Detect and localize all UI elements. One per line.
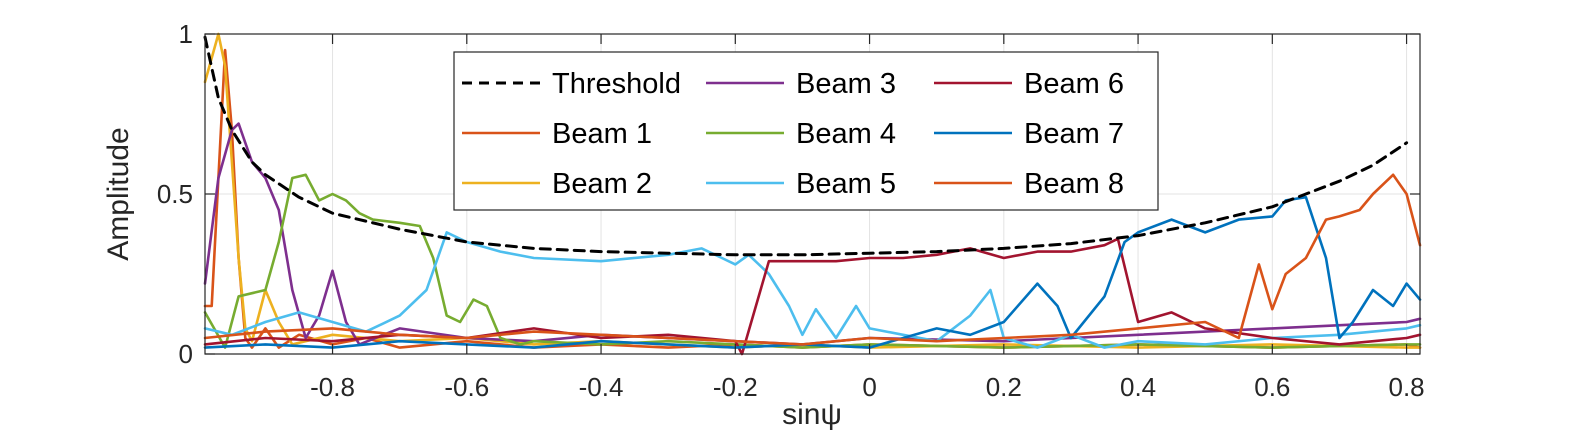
legend-label: Beam 3 bbox=[796, 68, 896, 100]
series-line-beam-8 bbox=[203, 173, 1422, 346]
legend-label: Beam 1 bbox=[552, 118, 652, 150]
legend-label: Beam 2 bbox=[552, 168, 652, 200]
x-tick-label: -0.2 bbox=[713, 372, 758, 402]
x-tick-label: 0.8 bbox=[1388, 372, 1424, 402]
series-line-beam-5 bbox=[203, 231, 1422, 349]
legend-label: Beam 5 bbox=[796, 168, 896, 200]
y-axis-label: Amplitude bbox=[102, 127, 135, 260]
series-line-beam-6 bbox=[203, 237, 1422, 356]
y-tick-label: 0.5 bbox=[157, 179, 193, 209]
x-tick-label: -0.6 bbox=[444, 372, 489, 402]
legend-label: Beam 6 bbox=[1024, 68, 1124, 100]
x-tick-label: -0.4 bbox=[579, 372, 624, 402]
legend-label: Beam 8 bbox=[1024, 168, 1124, 200]
legend-label: Beam 4 bbox=[796, 118, 896, 150]
x-axis-label: sinψ bbox=[782, 398, 842, 431]
x-tick-label: 0.6 bbox=[1254, 372, 1290, 402]
legend-box bbox=[453, 51, 1159, 211]
series-layer bbox=[203, 32, 1422, 356]
series-line-threshold bbox=[203, 35, 1409, 257]
y-tick-label: 0 bbox=[179, 339, 193, 369]
x-tick-label: 0.4 bbox=[1120, 372, 1156, 402]
y-tick-label: 1 bbox=[179, 19, 193, 49]
ticks: -0.8 -0.6 -0.4 -0.2 0 0.2 0.4 0.6 0.8 0 0.5 1 bbox=[157, 19, 1425, 402]
legend: Threshold Beam 1 Beam 2 Beam 3 Beam 4 Beam 5 B… bbox=[453, 51, 1159, 211]
x-tick-label: 0 bbox=[862, 372, 876, 402]
legend-label: Threshold bbox=[552, 68, 681, 100]
series-line-beam-7 bbox=[203, 195, 1422, 349]
x-tick-label: -0.8 bbox=[310, 372, 355, 402]
x-tick-label: 0.2 bbox=[986, 372, 1022, 402]
legend-label: Beam 7 bbox=[1024, 118, 1124, 150]
